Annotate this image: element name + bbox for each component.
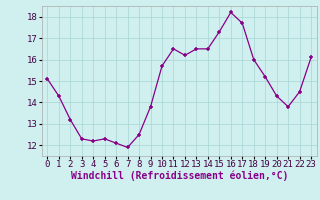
X-axis label: Windchill (Refroidissement éolien,°C): Windchill (Refroidissement éolien,°C) [70, 171, 288, 181]
